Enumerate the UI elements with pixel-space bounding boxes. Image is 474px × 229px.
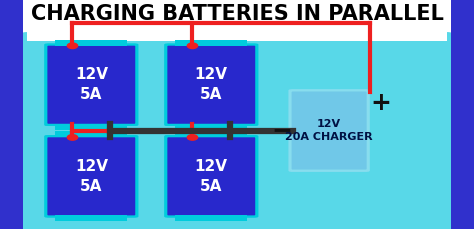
- Bar: [55, 40, 128, 46]
- Text: 12V
5A: 12V 5A: [195, 67, 228, 102]
- Circle shape: [187, 43, 198, 49]
- Bar: [55, 131, 128, 137]
- Text: 12V
5A: 12V 5A: [75, 67, 108, 102]
- FancyBboxPatch shape: [288, 89, 370, 172]
- Bar: [55, 124, 128, 130]
- Circle shape: [187, 135, 198, 140]
- FancyBboxPatch shape: [164, 135, 258, 218]
- Text: 12V
5A: 12V 5A: [195, 159, 228, 194]
- Bar: [27, 2, 447, 41]
- Bar: [175, 131, 247, 137]
- Bar: [55, 215, 128, 221]
- Bar: [175, 124, 247, 130]
- Circle shape: [67, 135, 78, 140]
- FancyBboxPatch shape: [166, 136, 256, 216]
- FancyBboxPatch shape: [291, 90, 368, 171]
- Bar: [175, 40, 247, 46]
- FancyBboxPatch shape: [46, 136, 137, 216]
- Text: +: +: [370, 91, 391, 115]
- FancyBboxPatch shape: [164, 44, 258, 126]
- FancyBboxPatch shape: [44, 135, 138, 218]
- Text: −: −: [272, 119, 292, 142]
- Bar: [175, 215, 247, 221]
- FancyBboxPatch shape: [18, 32, 456, 229]
- Text: 12V
20A CHARGER: 12V 20A CHARGER: [285, 119, 373, 142]
- Text: CHARGING BATTERIES IN PARALLEL: CHARGING BATTERIES IN PARALLEL: [30, 4, 444, 24]
- FancyBboxPatch shape: [44, 44, 138, 126]
- Circle shape: [67, 43, 78, 49]
- FancyBboxPatch shape: [46, 45, 137, 125]
- FancyBboxPatch shape: [166, 45, 256, 125]
- Text: 12V
5A: 12V 5A: [75, 159, 108, 194]
- FancyBboxPatch shape: [14, 0, 460, 229]
